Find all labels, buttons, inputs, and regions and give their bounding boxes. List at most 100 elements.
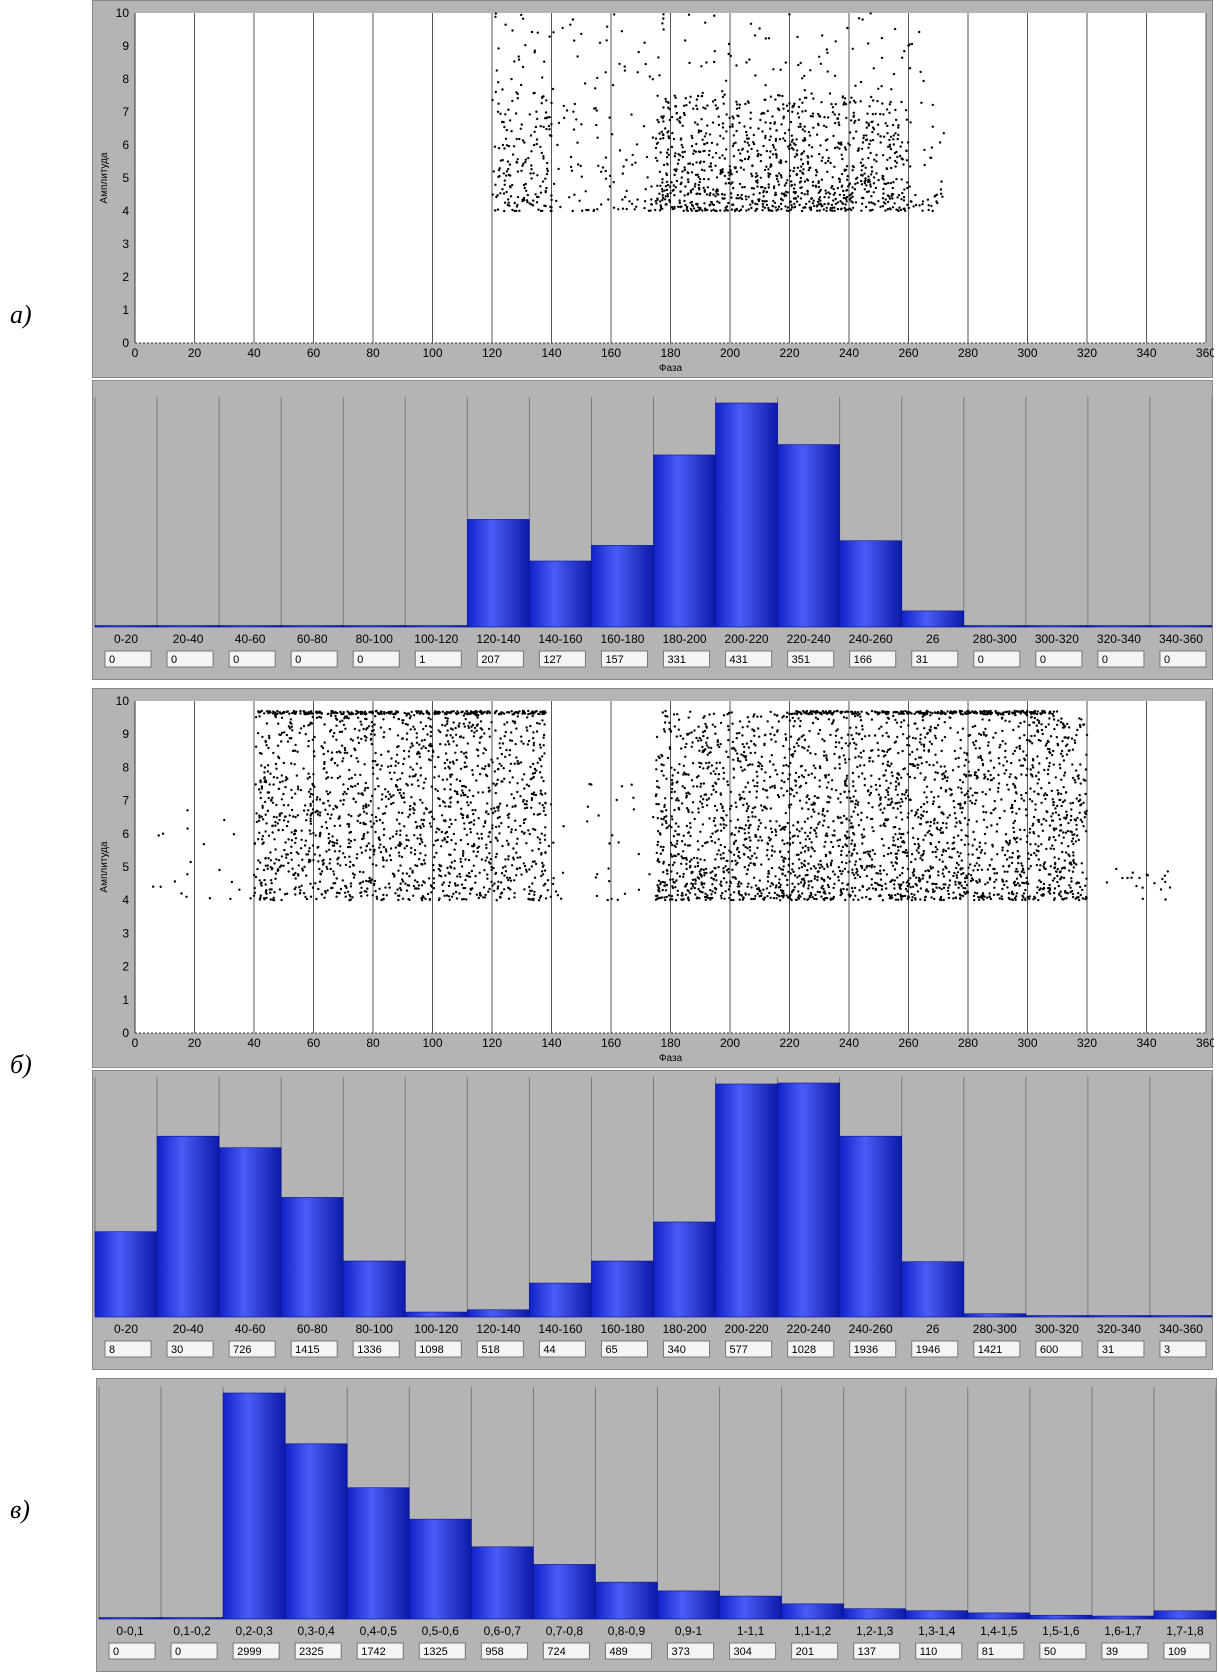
- data-point: [699, 786, 701, 788]
- data-point: [710, 210, 712, 212]
- data-point: [896, 802, 898, 804]
- data-point: [263, 879, 265, 881]
- data-point: [350, 840, 352, 842]
- data-point: [510, 831, 512, 833]
- data-point: [533, 144, 535, 146]
- data-point: [575, 118, 577, 120]
- data-point: [886, 132, 888, 134]
- data-point: [1041, 729, 1043, 731]
- data-point: [371, 878, 373, 880]
- data-point: [705, 132, 707, 134]
- data-point: [291, 797, 293, 799]
- data-point: [498, 763, 500, 765]
- data-point: [479, 773, 481, 775]
- data-point: [323, 723, 325, 725]
- data-point: [696, 98, 698, 100]
- data-point: [389, 854, 391, 856]
- data-point: [815, 174, 817, 176]
- data-point: [462, 792, 464, 794]
- data-point: [701, 845, 703, 847]
- data-point: [1030, 865, 1032, 867]
- data-point: [700, 118, 702, 120]
- data-point: [780, 868, 782, 870]
- data-point: [798, 858, 800, 860]
- data-point: [807, 179, 809, 181]
- data-point: [852, 899, 854, 901]
- data-point: [312, 739, 314, 741]
- data-point: [766, 895, 768, 897]
- data-point: [722, 852, 724, 854]
- data-point: [844, 758, 846, 760]
- data-point: [894, 28, 896, 30]
- data-point: [484, 894, 486, 896]
- data-point: [1029, 787, 1031, 789]
- data-point: [697, 840, 699, 842]
- data-point: [414, 728, 416, 730]
- data-point: [877, 124, 879, 126]
- data-point: [1072, 777, 1074, 779]
- data-point: [544, 839, 546, 841]
- data-point: [837, 208, 839, 210]
- data-point: [617, 208, 619, 210]
- data-point: [499, 737, 501, 739]
- data-point: [655, 895, 657, 897]
- data-point: [681, 176, 683, 178]
- data-point: [281, 732, 283, 734]
- data-point: [321, 870, 323, 872]
- data-point: [275, 768, 277, 770]
- data-point: [731, 860, 733, 862]
- data-point: [268, 735, 270, 737]
- data-point: [541, 719, 543, 721]
- data-point: [440, 875, 442, 877]
- data-point: [526, 199, 528, 201]
- data-point: [398, 823, 400, 825]
- data-point: [546, 173, 548, 175]
- data-point: [366, 845, 368, 847]
- data-point: [934, 851, 936, 853]
- data-point: [737, 757, 739, 759]
- data-point: [737, 115, 739, 117]
- data-point: [1076, 729, 1078, 731]
- y-tick-label: 4: [122, 204, 129, 218]
- data-point: [1004, 750, 1006, 752]
- data-point: [780, 69, 782, 71]
- data-point: [430, 825, 432, 827]
- data-point: [793, 187, 795, 189]
- data-point: [769, 885, 771, 887]
- value-box-text: 0: [295, 654, 301, 666]
- data-point: [843, 791, 845, 793]
- data-point: [1063, 759, 1065, 761]
- data-point: [263, 771, 265, 773]
- data-point: [531, 882, 533, 884]
- data-point: [413, 885, 415, 887]
- data-point: [923, 727, 925, 729]
- data-point: [897, 210, 899, 212]
- data-point: [869, 850, 871, 852]
- data-point: [449, 854, 451, 856]
- data-point: [662, 17, 664, 19]
- data-point: [803, 150, 805, 152]
- data-point: [663, 728, 665, 730]
- data-point: [810, 868, 812, 870]
- data-point: [901, 872, 903, 874]
- data-point: [312, 844, 314, 846]
- data-point: [449, 776, 451, 778]
- data-point: [940, 193, 942, 195]
- data-point: [687, 844, 689, 846]
- data-point: [774, 892, 776, 894]
- data-point: [812, 127, 814, 129]
- data-point: [974, 892, 976, 894]
- data-point: [808, 144, 810, 146]
- data-point: [450, 783, 452, 785]
- data-point: [819, 209, 821, 211]
- data-point: [673, 194, 675, 196]
- data-point: [441, 884, 443, 886]
- data-point: [769, 166, 771, 168]
- data-point: [624, 65, 626, 67]
- data-point: [718, 124, 720, 126]
- category-label: 60-80: [297, 632, 328, 646]
- data-point: [287, 740, 289, 742]
- data-point: [746, 138, 748, 140]
- data-point: [797, 195, 799, 197]
- data-point: [419, 834, 421, 836]
